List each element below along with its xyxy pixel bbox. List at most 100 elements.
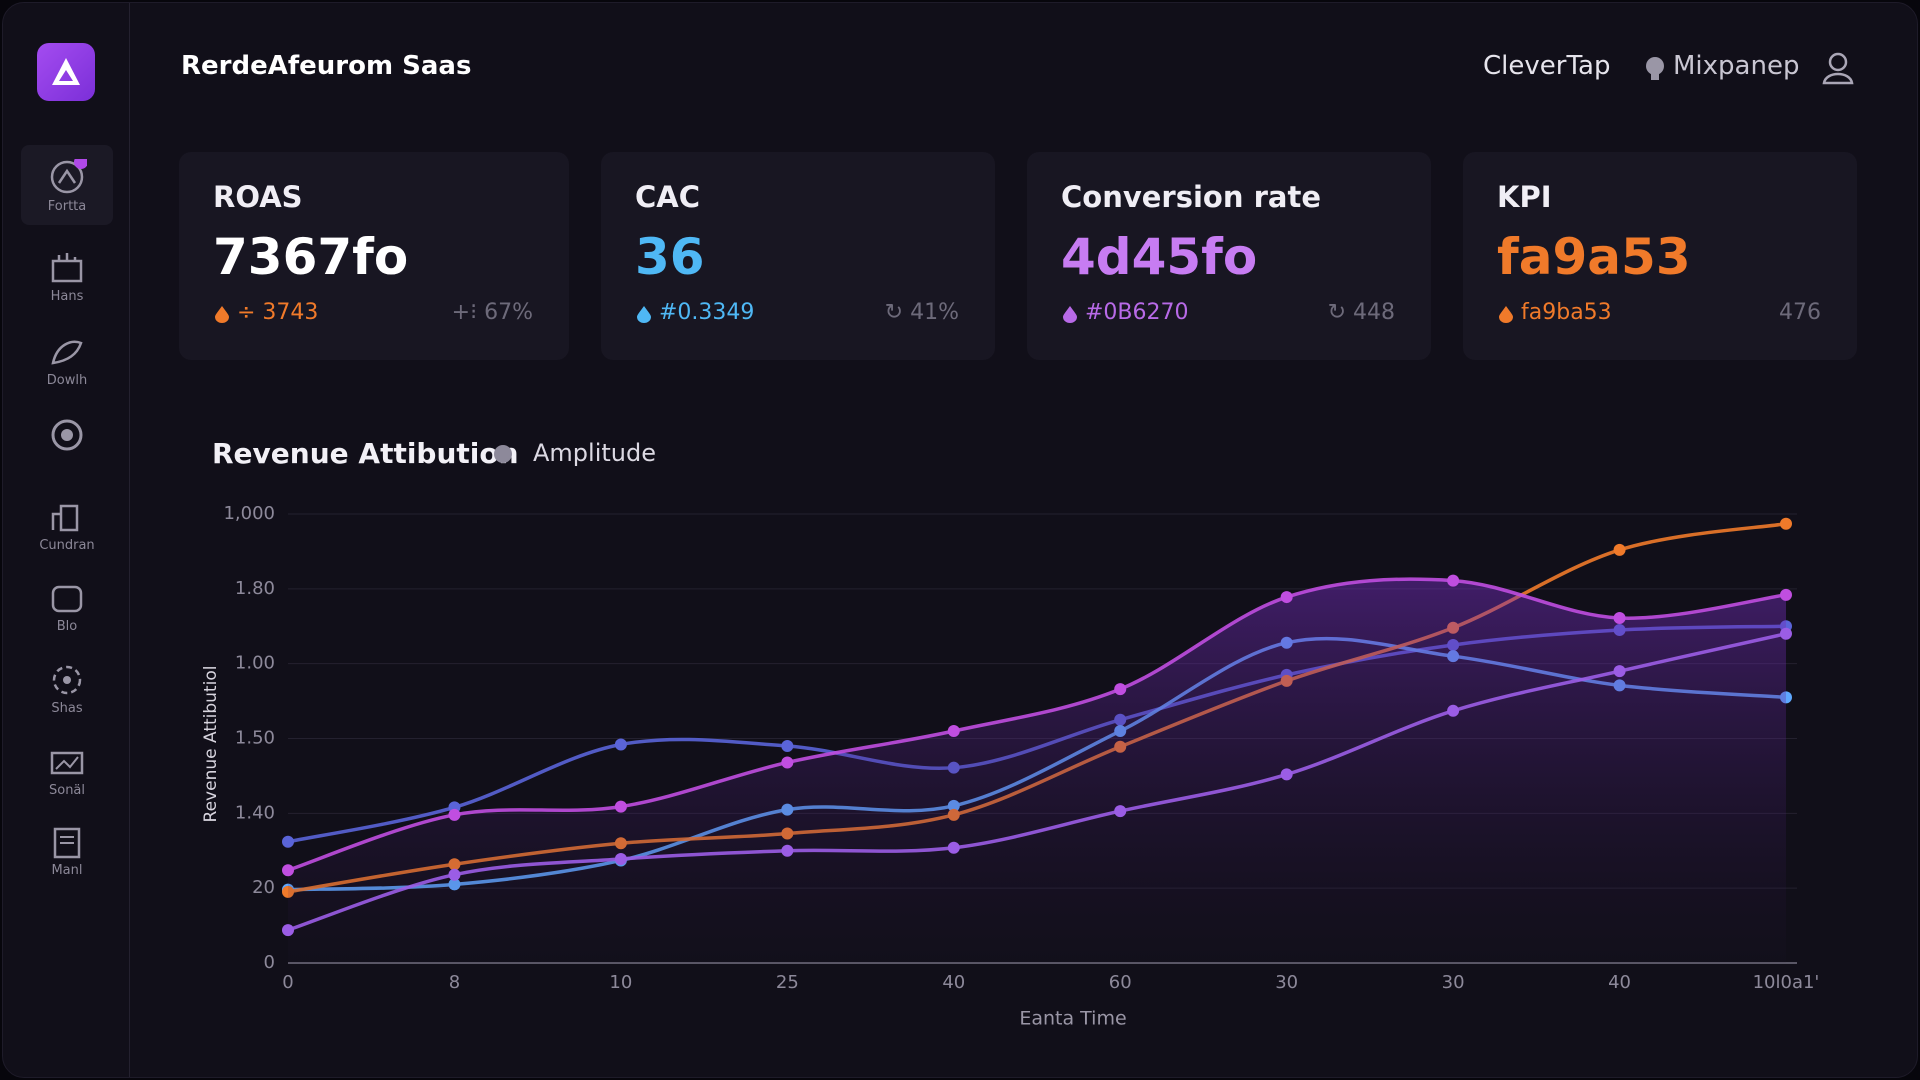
y-tick-label: 1.80 [235,578,275,599]
y-tick-label: 1,000 [223,503,275,524]
data-point [1613,612,1626,625]
data-point [1447,704,1460,717]
data-point [1114,683,1127,696]
nav-label: Blo [56,619,78,634]
icon [1646,57,1664,80]
data-point [947,841,960,854]
x-axis-label: Eanta Time [1019,1008,1126,1030]
kpi-label: ROAS [213,180,303,214]
data-point [282,924,294,937]
data-point [614,738,627,751]
nav-item[interactable]: Hans [21,251,113,304]
header-link[interactable]: CleverTap [1483,51,1611,81]
y-tick-label: 1.00 [235,653,275,674]
kpi-icon [1499,306,1513,323]
data-point [614,800,627,813]
x-tick-label: 8 [449,972,460,993]
x-tick-label: 30 [1442,972,1465,993]
nav-item[interactable]: Dowlh [21,335,113,388]
kpi-label: CAC [635,180,701,214]
area-fill [288,579,1786,963]
y-tick-label: 1.40 [235,802,275,823]
logo[interactable] [37,43,95,101]
kpi-delta: fa9ba53 [1521,300,1612,325]
x-tick-label: 30 [1275,972,1298,993]
nav-label: Manl [51,863,83,878]
data-point [1447,574,1460,587]
kpi-change: ↻ 41% [884,300,959,325]
nav-item[interactable]: Sonäl [21,745,113,798]
data-point [1780,517,1792,530]
kpi-value: 4d45fo [1061,228,1258,286]
nav-label: Cundran [39,538,95,553]
data-point [448,808,461,821]
kpi-delta: ÷ 3743 [237,300,319,325]
user-icon[interactable] [1821,51,1855,85]
nav-label: Fortta [47,199,87,214]
source-icon [494,445,512,463]
chart-title: Revenue Attibution [212,437,519,470]
series-line [287,632,1787,932]
x-tick-label: 10l0a1' [1753,972,1820,993]
nav-item[interactable]: Fortta [21,145,113,225]
kpi-icon [1063,306,1077,323]
y-tick-label: 0 [264,952,275,973]
x-tick-label: 10 [609,972,632,993]
data-point [1613,543,1626,556]
y-tick-label: 20 [252,877,275,898]
data-point [282,864,294,877]
nav-label: Shas [51,701,83,716]
kpi-card: KPI fa9a53 fa9ba53 476 [1463,152,1857,360]
data-point [1114,805,1127,818]
kpi-card: Conversion rate 4d45fo #0B6270 ↻ 448 [1027,152,1431,360]
data-point [947,725,960,738]
x-tick-label: 40 [1608,972,1631,993]
kpi-icon [637,306,651,323]
kpi-card: CAC 36 #0.3349 ↻ 41% [601,152,995,360]
sidebar: Fortta Hans Dowlh Cundran Blo Shas Sonäl… [3,3,130,1077]
data-point [448,868,461,881]
y-tick-label: 1.50 [235,728,275,749]
x-tick-label: 25 [776,972,799,993]
y-axis-label: Revenue Attibutiol [201,666,221,823]
x-tick-label: 0 [282,972,293,993]
app-title: RerdeAfeurom Saas [181,51,472,81]
kpi-label: Conversion rate [1061,180,1321,214]
header-link[interactable]: Mixpanep [1673,51,1800,81]
data-point [1280,768,1293,781]
kpi-label: KPI [1497,180,1552,214]
data-point [781,756,794,769]
nav-label: Sonäl [48,783,86,798]
data-point [1780,627,1792,640]
x-tick-label: 60 [1109,972,1132,993]
kpi-value: fa9a53 [1497,228,1691,286]
nav-item[interactable]: Manl [21,823,113,878]
kpi-icon [215,306,229,323]
kpi-value: 7367fo [213,228,409,286]
data-point [282,835,294,848]
nav-label: Hans [50,289,84,304]
kpi-value: 36 [635,228,705,286]
nav-item[interactable]: Shas [21,663,113,716]
kpi-change: ↻ 448 [1327,300,1395,325]
kpi-card: ROAS 7367fo ÷ 3743 +⁝ 67% [179,152,569,360]
data-point [1780,588,1792,601]
series-line [287,577,1787,872]
data-point [781,739,794,752]
chart-source: Amplitude [533,439,656,467]
kpi-delta: #0B6270 [1085,300,1189,325]
nav-label: Dowlh [46,373,88,388]
data-point [781,844,794,857]
kpi-delta: #0.3349 [659,300,755,325]
kpi-change: +⁝ 67% [451,300,533,325]
data-point [614,852,627,865]
kpi-change: 476 [1779,300,1821,325]
nav-item[interactable]: Blo [21,581,113,634]
chart: Revenue Attibution Amplitude Eanta Time … [201,437,1820,1030]
data-point [1280,591,1293,604]
data-point [1613,665,1626,678]
nav-item[interactable] [21,417,113,457]
x-tick-label: 40 [942,972,965,993]
nav-item[interactable]: Cundran [21,500,113,553]
